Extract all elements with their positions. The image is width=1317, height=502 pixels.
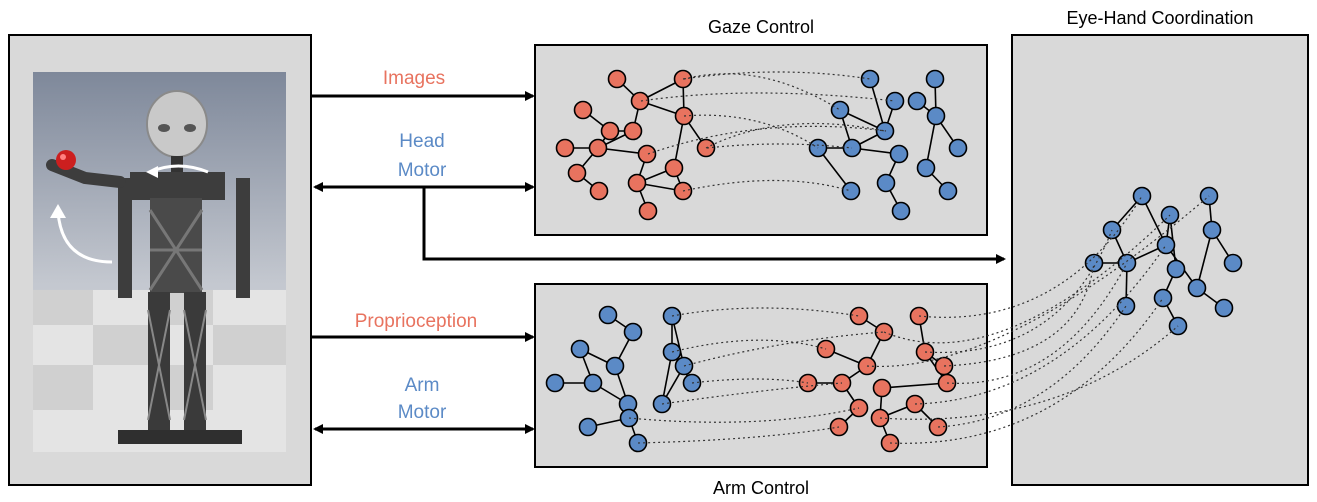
gaze-node [588, 138, 608, 158]
robot-panel [8, 34, 312, 486]
arm-node [583, 373, 603, 393]
eye-hand-node [1202, 220, 1222, 240]
eye-hand-edge [1196, 229, 1213, 289]
arm-node [545, 373, 565, 393]
eye-hand-node [1214, 298, 1234, 318]
cross-link [691, 378, 809, 384]
cross-link [671, 339, 827, 353]
gaze-node [938, 181, 958, 201]
eye-hand-node [1187, 278, 1207, 298]
head-to-eye-hand-arrow [422, 187, 1006, 264]
cross-link [683, 114, 819, 149]
arm-node [570, 339, 590, 359]
arm-node [598, 305, 618, 325]
gaze-node [891, 201, 911, 221]
head-motor-label-line2: Motor [398, 160, 447, 181]
cross-network-links [628, 71, 1210, 444]
cross-link [661, 382, 843, 405]
cross-link [946, 262, 1128, 384]
proprioception-label: Proprioception [355, 311, 478, 332]
arm-motor-label-line1: Arm [405, 375, 440, 396]
gaze-node [664, 158, 684, 178]
arm-control-title: Arm Control [713, 478, 809, 498]
eye-hand-node [1156, 235, 1176, 255]
gaze-node [637, 144, 657, 164]
arm-node [872, 378, 892, 398]
eye-hand-node [1084, 253, 1104, 273]
gaze-node [638, 201, 658, 221]
gaze-node [860, 69, 880, 89]
gaze-node [573, 100, 593, 120]
head-motor-label-line1: Head [399, 131, 444, 152]
cross-link [682, 71, 871, 80]
gaze-node [916, 158, 936, 178]
eye-hand-box [1011, 34, 1309, 486]
cross-link [866, 195, 1210, 368]
robot-image [33, 72, 286, 452]
gaze-node [600, 121, 620, 141]
gaze-node [885, 91, 905, 111]
cross-link [682, 179, 852, 192]
gaze-node [926, 106, 946, 126]
gaze-node [925, 69, 945, 89]
gaze-network [555, 69, 968, 221]
gaze-node [841, 181, 861, 201]
gaze-node [555, 138, 575, 158]
cross-link [637, 426, 840, 444]
cross-link [628, 407, 860, 423]
arm-node [623, 322, 643, 342]
eye-hand-node [1116, 296, 1136, 316]
gaze-node [948, 138, 968, 158]
signal-arrows [311, 91, 1006, 434]
arm-control-box [534, 283, 988, 468]
cross-link [671, 307, 860, 317]
eye-hand-node [1166, 259, 1186, 279]
arm-node [605, 356, 625, 376]
images-label: Images [383, 68, 445, 89]
cross-link [706, 143, 853, 149]
arm-motor-label-line2: Motor [398, 402, 447, 423]
gaze-node [907, 91, 927, 111]
gaze-node [607, 69, 627, 89]
gaze-control-title: Gaze Control [708, 17, 814, 37]
eye-hand-title: Eye-Hand Coordination [1066, 8, 1253, 28]
cross-link [879, 325, 1179, 420]
cross-link [705, 122, 886, 149]
arm-edge [881, 382, 948, 389]
eye-hand-node [1132, 186, 1152, 206]
gaze-node [567, 163, 587, 183]
gaze-node [623, 121, 643, 141]
arm-node [849, 306, 869, 326]
eye-hand-node [1153, 288, 1173, 308]
cross-link [918, 195, 1143, 318]
gaze-node [589, 181, 609, 201]
gaze-node [630, 91, 650, 111]
gaze-node [627, 173, 647, 193]
gaze-node [830, 100, 850, 120]
gaze-control-box [534, 44, 988, 236]
arm-node [578, 417, 598, 437]
cross-link [943, 262, 1095, 367]
gaze-node [876, 173, 896, 193]
eye-hand-node [1223, 253, 1243, 273]
cross-link [683, 331, 885, 367]
gaze-node [889, 144, 909, 164]
